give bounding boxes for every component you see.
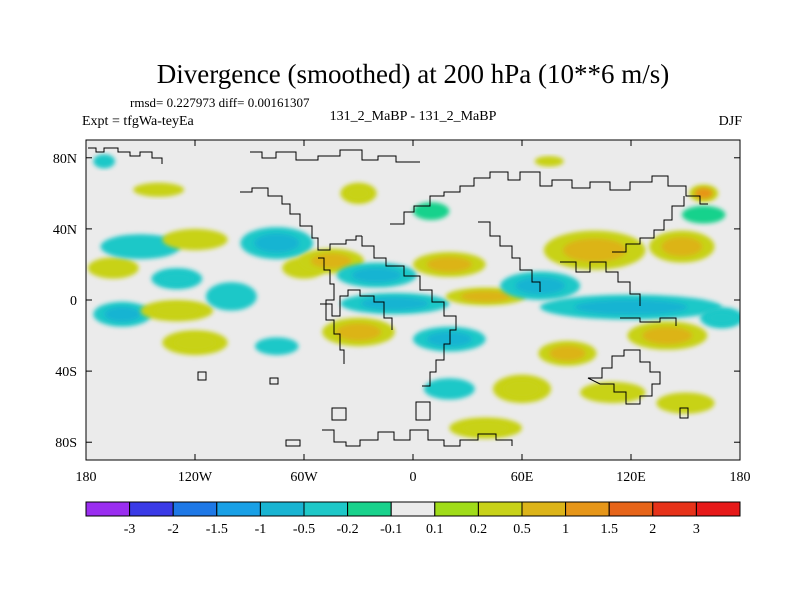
y-tick-label: 40S bbox=[55, 365, 77, 380]
colorbar-label: -2 bbox=[167, 522, 179, 537]
colorbar-swatch bbox=[695, 501, 741, 517]
divergence-core bbox=[426, 256, 472, 272]
colorbar-label: 3 bbox=[693, 522, 700, 537]
convergence-cell bbox=[423, 378, 475, 400]
colorbar-swatch bbox=[129, 501, 174, 517]
colorbar-swatch bbox=[172, 501, 218, 517]
convergence-core bbox=[574, 299, 688, 315]
colorbar-swatch bbox=[477, 501, 523, 517]
divergence-core bbox=[347, 186, 370, 200]
colorbar-label: -1 bbox=[255, 522, 267, 537]
divergence-core bbox=[661, 237, 703, 257]
colorbar-swatch bbox=[303, 501, 349, 517]
field-layer bbox=[87, 154, 740, 439]
y-tick-label: 0 bbox=[70, 294, 77, 309]
divergence-core bbox=[503, 380, 541, 398]
convergence-core bbox=[161, 272, 193, 286]
colorbar-swatch bbox=[521, 501, 567, 517]
divergence-core bbox=[694, 188, 713, 199]
x-tick-label: 60W bbox=[290, 470, 318, 485]
divergence-cell bbox=[162, 228, 228, 251]
convergence-cell bbox=[254, 337, 299, 356]
divergence-cell bbox=[87, 257, 139, 279]
colorbar-label: 0.5 bbox=[513, 522, 531, 537]
convergence-core bbox=[708, 311, 736, 325]
colorbar-swatch bbox=[85, 501, 131, 517]
y-tick-label: 80S bbox=[55, 436, 77, 451]
convergence-cell bbox=[93, 154, 116, 169]
x-tick-label: 180 bbox=[76, 470, 97, 485]
colorbar-label: -3 bbox=[124, 522, 136, 537]
colorbar: -3 -2 -1.5 -1 -0.5 -0.2 -0.1 0.1 0.2 0.5 1 1.5 2 3 bbox=[85, 501, 741, 537]
colorbar-swatch bbox=[259, 501, 305, 517]
colorbar-label: -0.2 bbox=[337, 522, 359, 537]
y-tick-label: 40N bbox=[53, 223, 77, 238]
colorbar-swatch bbox=[434, 501, 479, 517]
divergence-cell bbox=[580, 381, 646, 404]
stats-line: rmsd= 0.227973 diff= 0.00161307 bbox=[130, 95, 310, 110]
y-tick-label: 80N bbox=[53, 152, 77, 167]
colorbar-label: 0.2 bbox=[470, 522, 488, 537]
colorbar-swatch bbox=[216, 501, 261, 517]
colorbar-swatch bbox=[347, 501, 392, 517]
experiment-label: Expt = tfgWa-teyEa bbox=[82, 114, 195, 129]
x-tick-label: 120E bbox=[616, 470, 646, 485]
divergence-core bbox=[549, 345, 586, 361]
divergence-core bbox=[642, 327, 693, 345]
colorbar-label: 1.5 bbox=[600, 522, 618, 537]
x-tick-label: 60E bbox=[511, 470, 534, 485]
divergence-cell bbox=[133, 182, 185, 197]
axes: 180 120W 60W 0 60E 120E 180 80N 40N 0 40S 80S bbox=[53, 140, 751, 485]
colorbar-swatch bbox=[565, 501, 610, 517]
divergence-core bbox=[335, 323, 382, 341]
colorbar-swatch bbox=[390, 501, 436, 517]
colorbar-swatch bbox=[652, 501, 697, 517]
divergence-core bbox=[463, 421, 509, 435]
colorbar-label: -0.5 bbox=[293, 522, 315, 537]
divergence-core bbox=[154, 304, 200, 318]
x-tick-label: 180 bbox=[730, 470, 751, 485]
colorbar-label: -0.1 bbox=[380, 522, 402, 537]
colorbar-label: 1 bbox=[562, 522, 569, 537]
convergence-core bbox=[426, 331, 472, 347]
convergence-core bbox=[104, 306, 141, 322]
colorbar-label: 2 bbox=[649, 522, 656, 537]
convergence-core bbox=[361, 297, 429, 310]
colorbar-label: -1.5 bbox=[206, 522, 228, 537]
divergence-core bbox=[310, 253, 352, 269]
chart-title: Divergence (smoothed) at 200 hPa (10**6 … bbox=[157, 59, 669, 89]
convergence-core bbox=[351, 267, 402, 283]
coastline-outline bbox=[88, 147, 708, 447]
divergence-cell bbox=[534, 156, 564, 167]
divergence-core bbox=[174, 335, 216, 351]
x-tick-label: 0 bbox=[410, 470, 417, 485]
colorbar-label: 0.1 bbox=[426, 522, 444, 537]
convergence-cell bbox=[413, 202, 450, 220]
divergence-cell bbox=[656, 392, 715, 414]
chart-subtitle: 131_2_MaBP - 131_2_MaBP bbox=[330, 109, 497, 124]
divergence-core bbox=[563, 238, 627, 262]
convergence-cell bbox=[205, 282, 257, 311]
colorbar-swatch bbox=[608, 501, 654, 517]
convergence-cell bbox=[681, 205, 726, 224]
convergence-cell bbox=[100, 234, 181, 260]
season-label: DJF bbox=[719, 114, 743, 129]
convergence-core bbox=[254, 233, 300, 253]
x-tick-label: 120W bbox=[178, 470, 213, 485]
divergence-core bbox=[460, 291, 511, 302]
